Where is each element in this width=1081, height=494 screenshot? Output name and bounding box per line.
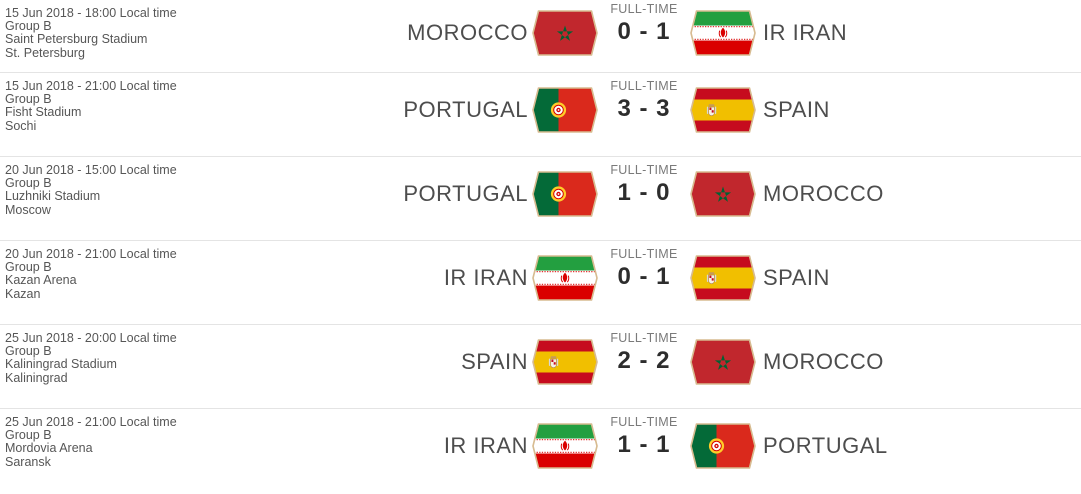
match-info: 15 Jun 2018 - 21:00 Local time Group B F… [0,73,400,156]
away-team-name[interactable]: MOROCCO [763,349,884,374]
match-datetime: 20 Jun 2018 - 21:00 Local time [5,247,177,261]
match-city: Sochi [5,118,37,133]
match-city: Kaliningrad [5,370,68,385]
match-row[interactable]: 15 Jun 2018 - 21:00 Local time Group B F… [0,73,1081,157]
match-datetime: 20 Jun 2018 - 15:00 Local time [5,163,177,177]
match-status: FULL-TIME [610,79,678,93]
match-status: FULL-TIME [610,2,678,16]
away-team-name[interactable]: MOROCCO [763,181,884,206]
home-team-flag-icon[interactable] [532,255,598,301]
match-group: Group B [5,344,52,359]
match-result: MOROCCO FULL-TIME 0 - 1 IR IRAN [400,0,1081,68]
home-team-name[interactable]: MOROCCO [407,20,528,45]
away-team-name[interactable]: PORTUGAL [763,433,888,458]
home-team-name[interactable]: IR IRAN [443,265,528,290]
score-block: FULL-TIME 1 - 0 [598,159,690,229]
match-result: SPAIN FULL-TIME 2 - 2 MOROCCO [400,327,1081,397]
match-score: 3 - 3 [617,95,671,122]
match-stadium: Luzhniki Stadium [5,189,101,204]
home-team-flag-icon[interactable] [532,423,598,469]
score-block: FULL-TIME 2 - 2 [598,327,690,397]
match-info: 25 Jun 2018 - 20:00 Local time Group B K… [0,325,400,408]
match-datetime: 25 Jun 2018 - 21:00 Local time [5,415,177,429]
match-info: 20 Jun 2018 - 15:00 Local time Group B L… [0,157,400,240]
match-row[interactable]: 25 Jun 2018 - 21:00 Local time Group B M… [0,409,1081,494]
match-info: 15 Jun 2018 - 18:00 Local time Group B S… [0,0,400,72]
away-team-flag-icon[interactable] [690,10,756,56]
match-datetime: 15 Jun 2018 - 21:00 Local time [5,79,177,93]
match-group: Group B [5,176,52,191]
match-city: Kazan [5,286,41,301]
match-row[interactable]: 25 Jun 2018 - 20:00 Local time Group B K… [0,325,1081,409]
match-city: Saransk [5,454,51,469]
match-result: PORTUGAL FULL-TIME 3 - 3 SPAIN [400,75,1081,145]
home-team-flag-icon[interactable] [532,10,598,56]
home-team-flag-icon[interactable] [532,339,598,385]
score-block: FULL-TIME 1 - 1 [598,411,690,481]
match-result: IR IRAN FULL-TIME 1 - 1 PORTUGAL [400,411,1081,481]
home-team-name[interactable]: IR IRAN [443,433,528,458]
away-team-name[interactable]: IR IRAN [763,20,848,45]
match-score: 2 - 2 [617,347,671,374]
match-status: FULL-TIME [610,163,678,177]
home-team-name[interactable]: SPAIN [461,349,528,374]
score-block: FULL-TIME 3 - 3 [598,75,690,145]
match-score: 1 - 0 [617,179,671,206]
score-block: FULL-TIME 0 - 1 [598,0,690,68]
match-result: PORTUGAL FULL-TIME 1 - 0 MOROCCO [400,159,1081,229]
match-score: 0 - 1 [617,263,671,290]
away-team-flag-icon[interactable] [690,339,756,385]
match-group: Group B [5,19,52,34]
match-score: 1 - 1 [617,431,671,458]
home-team-flag-icon[interactable] [532,171,598,217]
match-city: St. Petersburg [5,45,85,60]
match-result: IR IRAN FULL-TIME 0 - 1 SPAIN [400,243,1081,313]
score-block: FULL-TIME 0 - 1 [598,243,690,313]
match-status: FULL-TIME [610,415,678,429]
match-group: Group B [5,260,52,275]
match-info: 25 Jun 2018 - 21:00 Local time Group B M… [0,409,400,494]
match-row[interactable]: 20 Jun 2018 - 15:00 Local time Group B L… [0,157,1081,241]
home-team-name[interactable]: PORTUGAL [403,97,528,122]
away-team-flag-icon[interactable] [690,171,756,217]
match-status: FULL-TIME [610,247,678,261]
home-team-name[interactable]: PORTUGAL [403,181,528,206]
away-team-flag-icon[interactable] [690,87,756,133]
match-city: Moscow [5,202,51,217]
match-score: 0 - 1 [617,18,671,45]
away-team-flag-icon[interactable] [690,423,756,469]
match-datetime: 25 Jun 2018 - 20:00 Local time [5,331,177,345]
away-team-flag-icon[interactable] [690,255,756,301]
match-info: 20 Jun 2018 - 21:00 Local time Group B K… [0,241,400,324]
match-row[interactable]: 20 Jun 2018 - 21:00 Local time Group B K… [0,241,1081,325]
match-stadium: Kazan Arena [5,273,77,288]
match-group: Group B [5,428,52,443]
home-team-flag-icon[interactable] [532,87,598,133]
away-team-name[interactable]: SPAIN [763,97,830,122]
match-group: Group B [5,92,52,107]
match-datetime: 15 Jun 2018 - 18:00 Local time [5,6,177,20]
away-team-name[interactable]: SPAIN [763,265,830,290]
match-row[interactable]: 15 Jun 2018 - 18:00 Local time Group B S… [0,0,1081,73]
match-stadium: Mordovia Arena [5,441,93,456]
match-stadium: Kaliningrad Stadium [5,357,117,372]
match-status: FULL-TIME [610,331,678,345]
match-stadium: Fisht Stadium [5,105,82,120]
match-stadium: Saint Petersburg Stadium [5,32,148,47]
